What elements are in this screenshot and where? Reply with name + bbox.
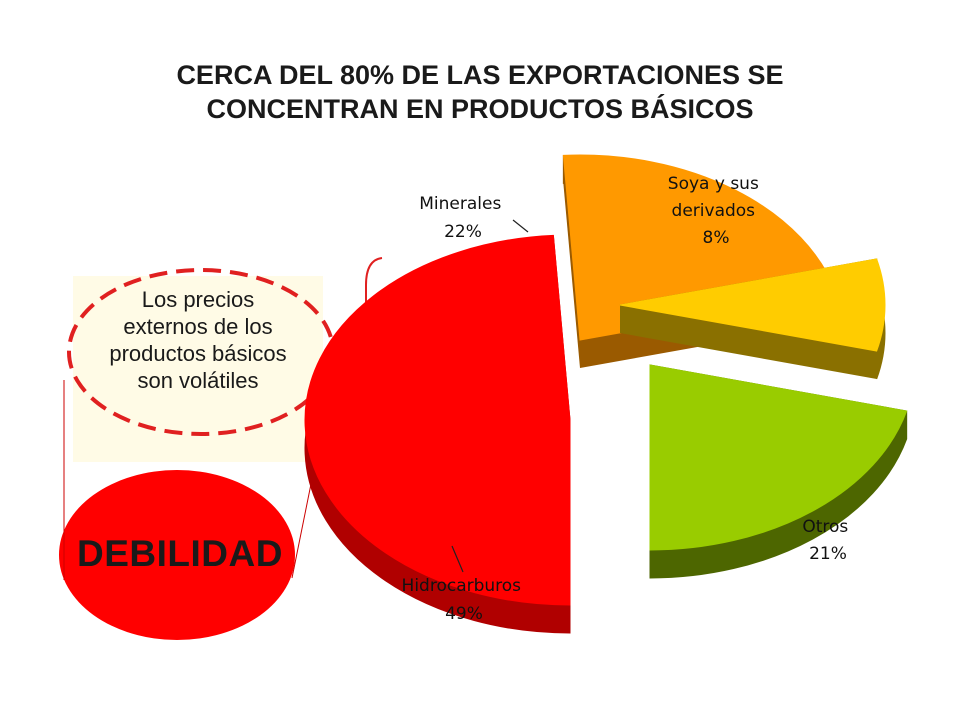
weakness-label: DEBILIDAD xyxy=(77,533,283,574)
slice-wall2-soya xyxy=(620,305,877,380)
slice-soya xyxy=(619,258,886,352)
label-hidrocarburos: Hidrocarburos 49% xyxy=(402,576,527,624)
slice-hidrocarburos xyxy=(304,234,571,606)
label-soya: Soya y sus derivados 8% xyxy=(668,174,764,248)
note-text: Los precios externos de los productos bá… xyxy=(73,286,323,394)
pie-chart xyxy=(304,154,908,634)
leader-minerales xyxy=(512,219,529,233)
title-line-2: CONCENTRAN EN PRODUCTOS BÁSICOS xyxy=(206,94,754,124)
note-line-4: son volátiles xyxy=(137,368,259,393)
note-line-2: externos de los xyxy=(123,314,273,339)
label-minerales: Minerales 22% xyxy=(419,194,506,242)
slice-wall-minerales xyxy=(563,155,580,368)
note-line-3: productos básicos xyxy=(109,341,287,366)
note-line-1: Los precios xyxy=(141,287,255,312)
label-otros: Otros 21% xyxy=(802,517,853,564)
page-title: CERCA DEL 80% DE LAS EXPORTACIONES SE CO… xyxy=(0,58,960,126)
note-background xyxy=(73,276,323,462)
leader-hidrocarburos xyxy=(451,545,464,573)
title-line-1: CERCA DEL 80% DE LAS EXPORTACIONES SE xyxy=(176,60,784,90)
slice-otros xyxy=(649,364,908,551)
weakness-ellipse xyxy=(59,470,295,640)
